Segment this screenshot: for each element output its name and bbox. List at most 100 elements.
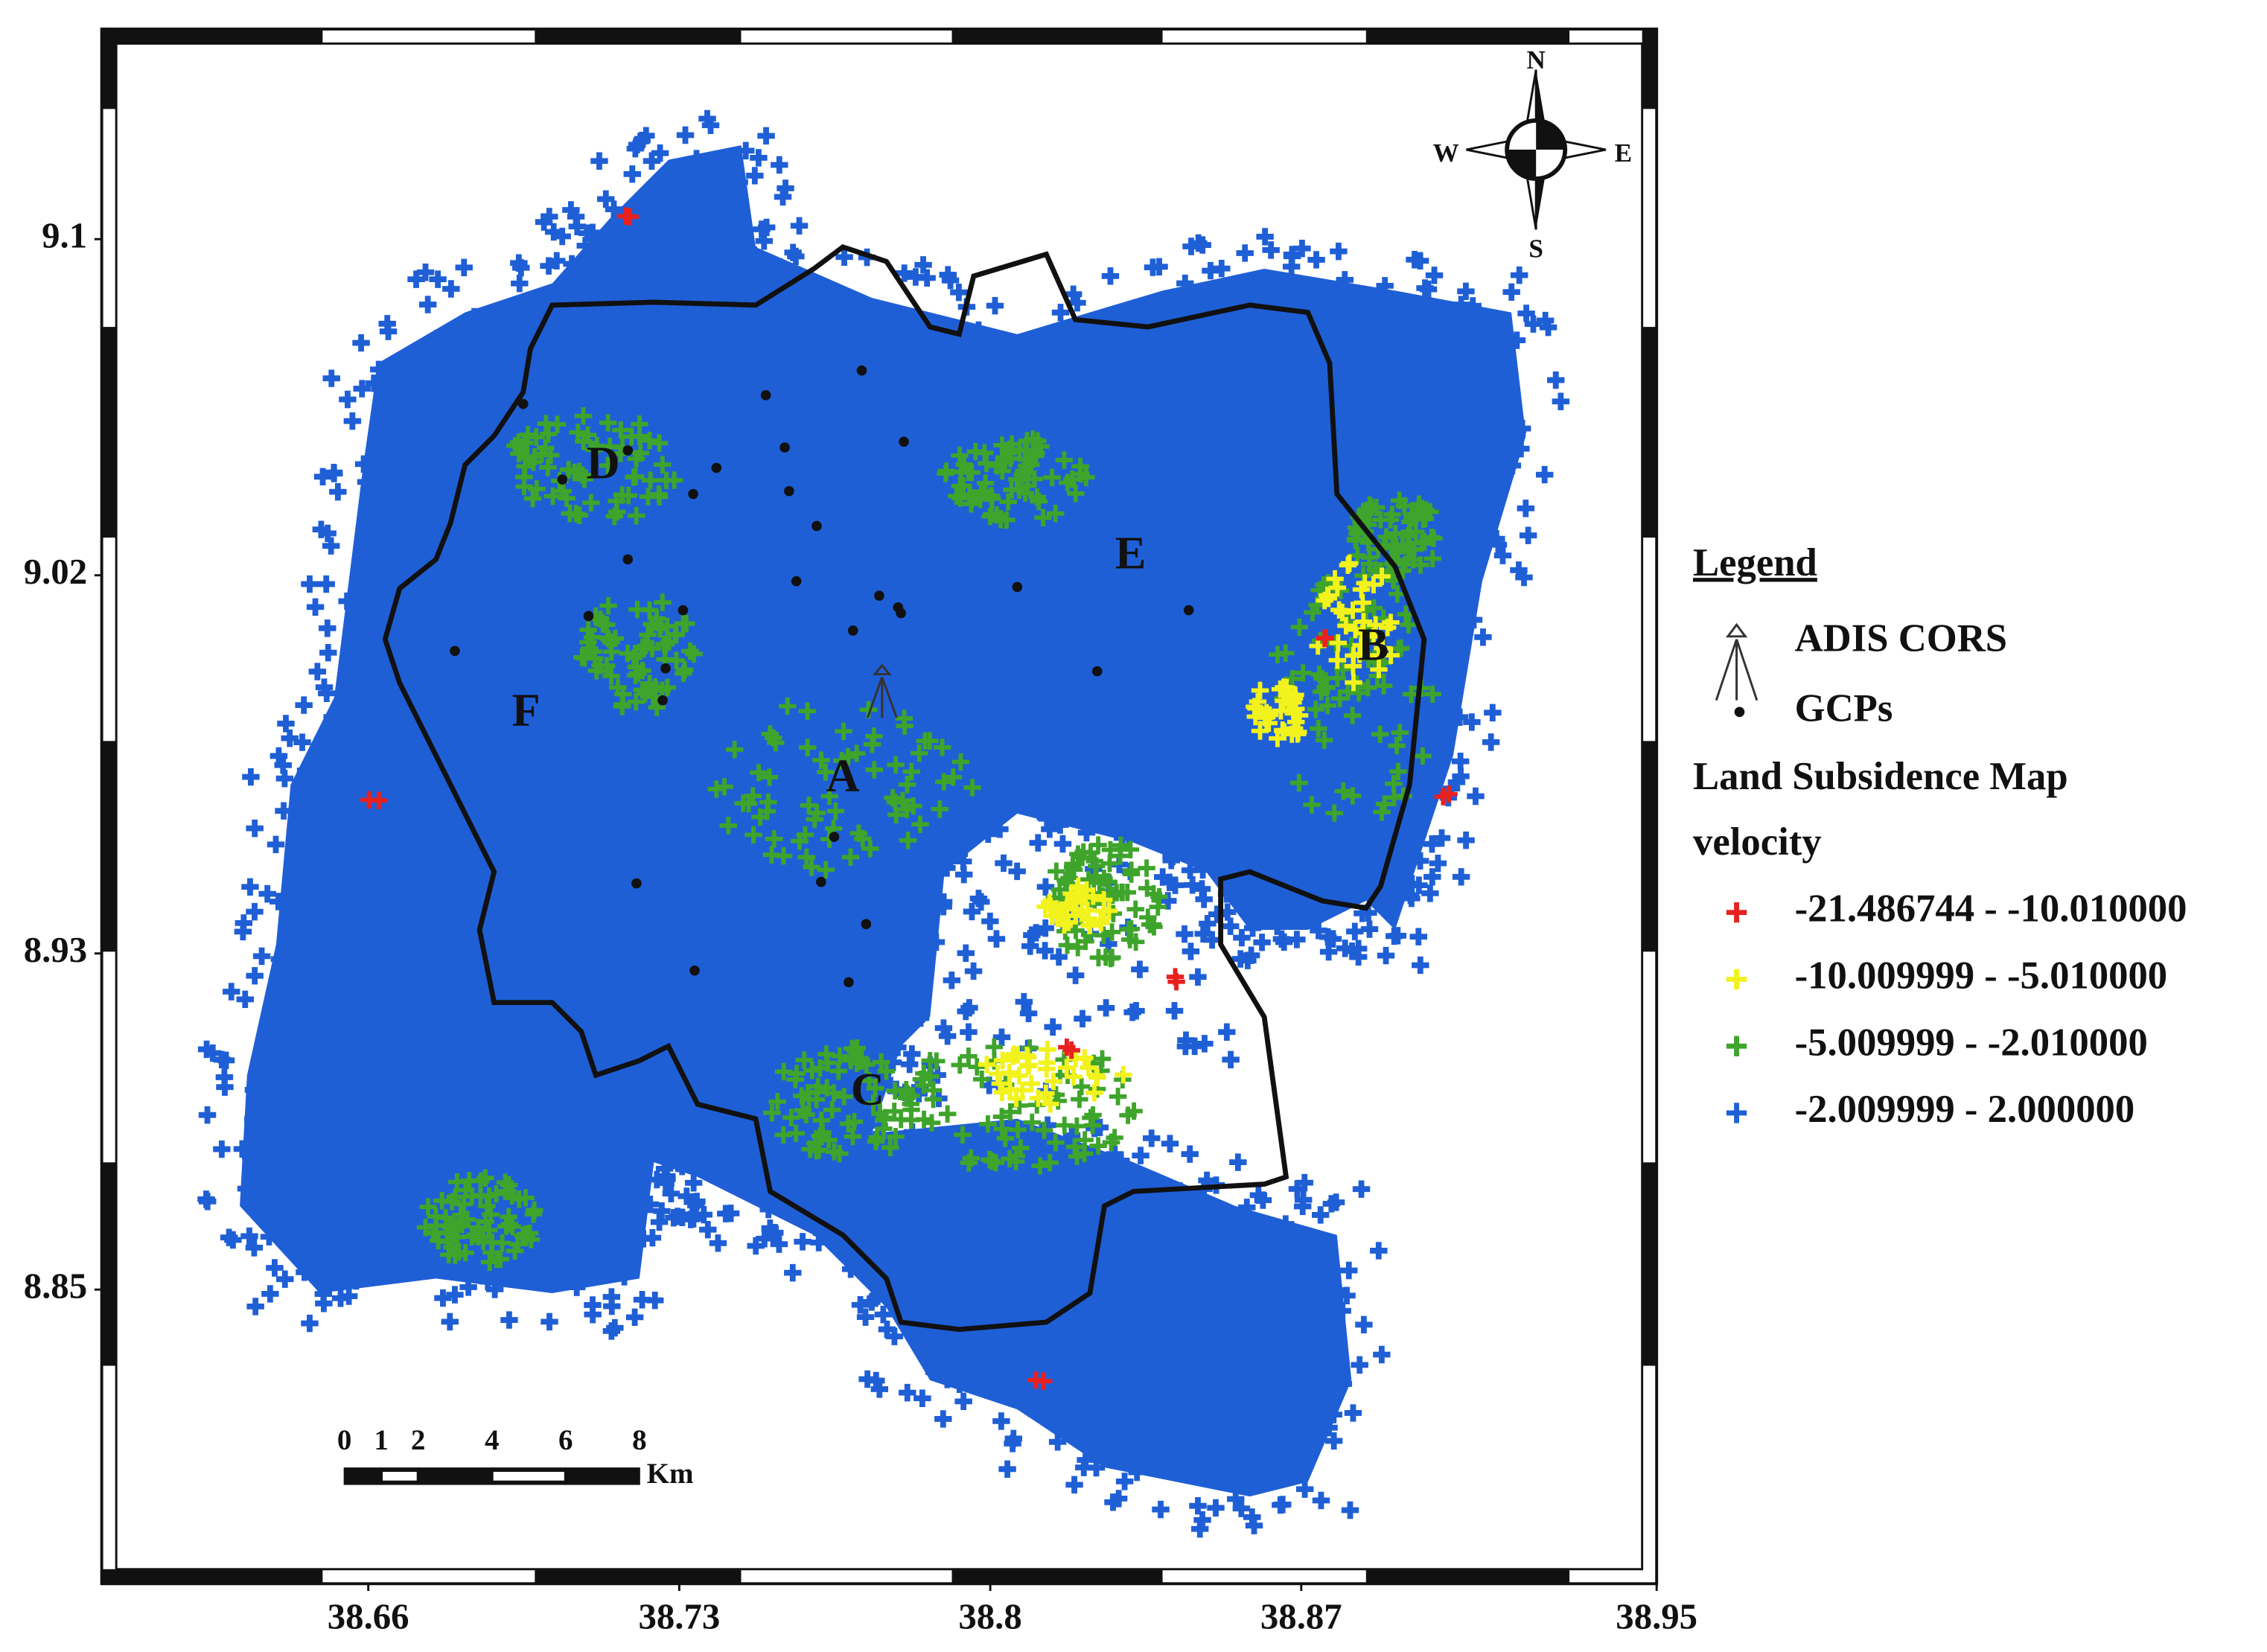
scale-bar-unit: Km [647, 1458, 694, 1490]
frame-segment [951, 1569, 1163, 1584]
x-tick-label: 38.66 [328, 1596, 409, 1636]
gcp [688, 488, 698, 500]
scale-bar-label: 8 [632, 1424, 647, 1456]
legend-class: -5.009999 - -2.010000 [1795, 1021, 2148, 1064]
scale-bar-label: 6 [558, 1424, 573, 1456]
scale-bar-label: 4 [485, 1424, 500, 1456]
gcp [517, 398, 529, 409]
y-tick-label: 8.85 [24, 1266, 87, 1306]
zone-label: A [826, 749, 860, 801]
zone-label: F [512, 684, 541, 736]
frame-segment [535, 29, 742, 44]
legend-field: velocity [1693, 820, 1822, 864]
subsidence-cloud: A B C D E F [197, 109, 1570, 1538]
study-boundary [382, 243, 1427, 1333]
legend-class: -21.486744 - -10.010000 [1795, 887, 2187, 931]
frame-segment [101, 741, 117, 952]
frame-segment [535, 1569, 742, 1584]
compass-rose: N S E W [1433, 45, 1632, 264]
x-tick-label: 38.73 [638, 1596, 720, 1636]
x-tick-label: 38.87 [1260, 1596, 1342, 1636]
legend-swatch [1726, 902, 1747, 923]
scale-bar-label: 1 [374, 1424, 389, 1456]
gcp [779, 442, 790, 453]
gcp [660, 663, 671, 674]
cors-icon [866, 663, 898, 718]
scale-bar: 0 1 2 4 6 8Km [337, 1424, 694, 1490]
gcp-symbol [1734, 707, 1745, 718]
legend-item: GCPs [1795, 686, 1893, 730]
frame-segment [1642, 327, 1657, 538]
yellow-crosses [978, 554, 1400, 1113]
frame-segment [101, 1162, 117, 1366]
gcp [622, 554, 634, 565]
scale-bar-segment [493, 1471, 564, 1481]
gcp [711, 462, 722, 473]
scale-bar-label: 2 [411, 1424, 426, 1456]
frame-segment [1365, 1569, 1570, 1584]
compass-s: S [1528, 235, 1543, 264]
frame-segment [1642, 1162, 1657, 1366]
gcp [450, 645, 460, 657]
legend-title: Legend [1693, 541, 1817, 584]
gcp [557, 474, 568, 485]
legend-class: -10.009999 - -5.010000 [1795, 954, 2168, 997]
gcp [631, 878, 642, 889]
cors-station [866, 663, 898, 718]
gcp [896, 607, 907, 619]
gcp [784, 485, 794, 497]
frame-segment [101, 29, 323, 44]
gcp [844, 977, 854, 988]
legend-swatch [1726, 969, 1747, 990]
frame-segment [1642, 741, 1657, 952]
frame-segment [1365, 29, 1570, 44]
gcp [689, 965, 700, 976]
x-tick-label: 38.95 [1616, 1596, 1697, 1636]
cors-icon [1715, 622, 1759, 701]
green-crosses [416, 407, 1443, 1272]
zone-label: C [851, 1063, 884, 1115]
gcp [583, 610, 594, 622]
gcp [1183, 605, 1194, 616]
gcp [856, 365, 867, 376]
gcp [657, 695, 668, 706]
compass-w: W [1433, 138, 1459, 168]
compass-e: E [1615, 138, 1632, 168]
compass-quarter [1507, 120, 1566, 179]
legend-swatch [1726, 1036, 1747, 1056]
zone-label: D [586, 437, 619, 489]
gcp [847, 625, 858, 636]
legend: Legend ADIS CORS GCPs Land Subsidence Ma… [1693, 541, 2187, 1131]
frame-segment [951, 29, 1163, 44]
scale-bar-label: 0 [337, 1424, 352, 1456]
scale-bar-segment [383, 1471, 417, 1481]
zone-label: E [1115, 527, 1147, 579]
gcp [1091, 666, 1103, 677]
y-tick-label: 9.1 [42, 215, 87, 255]
gcp [791, 575, 802, 587]
legend-layer: Land Subsidence Map [1693, 755, 2068, 798]
gcp [622, 445, 634, 456]
y-tick-label: 9.02 [24, 552, 87, 592]
legend-item: ADIS CORS [1795, 617, 2007, 660]
gcp [1012, 581, 1023, 593]
gcp [677, 605, 689, 616]
gcp [874, 590, 884, 601]
gcp [861, 919, 872, 930]
legend-swatch [1726, 1103, 1747, 1123]
zone-label: B [1358, 619, 1389, 671]
frame-segment [101, 1569, 323, 1584]
compass-n: N [1526, 45, 1545, 74]
red-crosses [360, 207, 1458, 1390]
gcp [816, 876, 826, 887]
gcp [812, 520, 822, 532]
frame-segment [1642, 29, 1657, 109]
legend-class: -2.009999 - 2.000000 [1795, 1088, 2135, 1131]
map-frame: 38.66 38.73 38.8 38.87 38.95 9.1 9.02 8.93 8.85 [24, 28, 1697, 1636]
gcp [760, 390, 771, 401]
y-tick-label: 8.93 [24, 930, 87, 970]
frame-segment [101, 327, 117, 538]
x-tick-label: 38.8 [958, 1596, 1021, 1636]
